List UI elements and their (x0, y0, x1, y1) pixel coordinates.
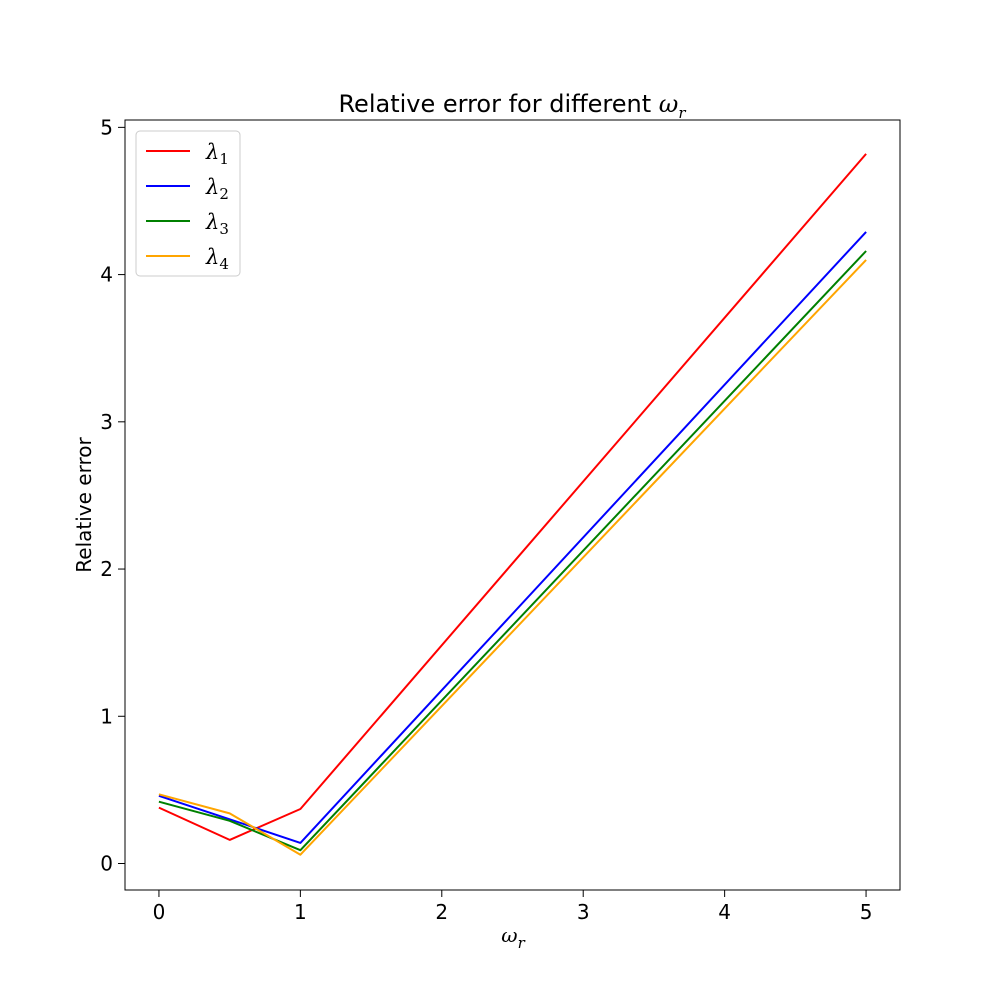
plot-frame (124, 119, 901, 891)
chart-title-subscript: r (678, 104, 686, 122)
legend-box (135, 130, 241, 277)
x-tick-label: 3 (577, 900, 590, 924)
y-tick-label: 5 (100, 115, 113, 139)
chart-title-text: Relative error for different (338, 90, 658, 118)
x-tick-label: 4 (718, 900, 731, 924)
y-tick-label: 0 (100, 851, 113, 875)
chart-title-symbol: ω (659, 90, 679, 118)
y-axis-ticks: 0 1 2 3 4 5 (100, 115, 125, 875)
legend: λ1 λ2 λ3 λ4 (135, 130, 241, 277)
x-axis-label-subscript: r (518, 934, 526, 952)
x-tick-label: 0 (153, 900, 166, 924)
series-line-4 (158, 259, 867, 856)
x-axis-label: ωr (501, 923, 525, 952)
legend-label-4: λ4 (205, 245, 229, 273)
series-lines (158, 153, 867, 856)
legend-label-2: λ2 (205, 175, 229, 203)
y-tick-label: 1 (100, 704, 113, 728)
x-tick-label: 1 (294, 900, 307, 924)
legend-label-1: λ1 (205, 140, 229, 168)
y-tick-label: 3 (100, 410, 113, 434)
y-axis-label: Relative error (72, 437, 96, 573)
legend-label-3: λ3 (205, 210, 229, 238)
series-line-1 (158, 153, 867, 841)
y-tick-label: 4 (100, 263, 113, 287)
x-axis-label-symbol: ω (501, 923, 517, 947)
y-tick-label: 2 (100, 557, 113, 581)
series-line-2 (158, 231, 867, 844)
chart-title: Relative error for different ωr (338, 90, 686, 122)
x-axis-ticks: 0 1 2 3 4 5 (153, 890, 873, 924)
x-tick-label: 2 (435, 900, 448, 924)
series-line-3 (158, 250, 867, 852)
x-tick-label: 5 (860, 900, 873, 924)
